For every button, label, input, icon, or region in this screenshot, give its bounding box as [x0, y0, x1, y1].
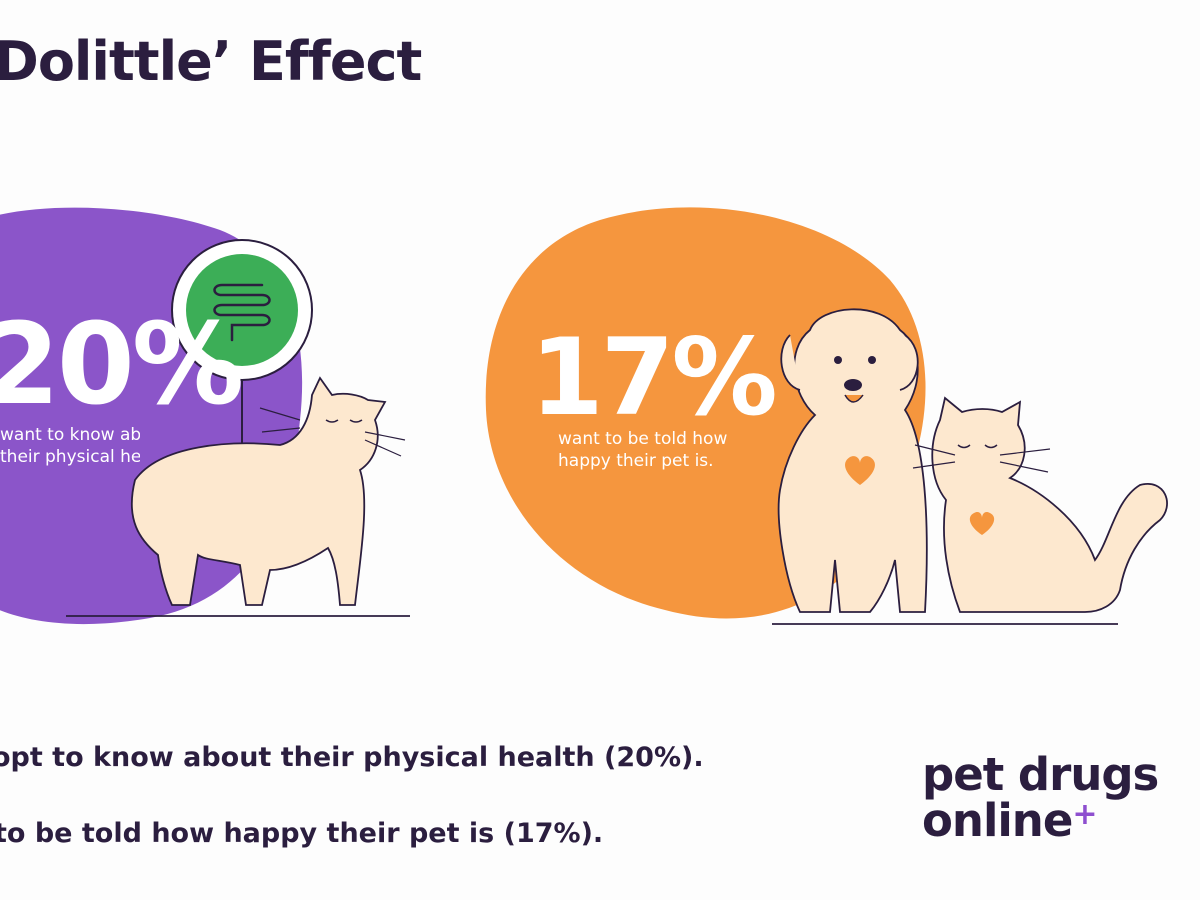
left-stat-value: 20% [0, 300, 244, 430]
dog-illustration [777, 308, 928, 613]
left-caption-line1: want to know about [0, 425, 140, 445]
intestine-icon [171, 239, 313, 520]
right-stat-value: 17% [530, 316, 778, 439]
right-stat-caption: want to be told how happy their pet is. [558, 428, 727, 472]
page-title: Dolittle’ Effect [0, 30, 422, 93]
logo-plus-icon: + [1072, 797, 1097, 832]
left-caption-line2: their physical health. [0, 447, 140, 467]
logo-word-online: online [922, 794, 1073, 847]
summary-line-2: to be told how happy their pet is (17%). [0, 818, 604, 849]
brand-logo: pet drugs online+ [922, 748, 1159, 844]
summary-line-1: opt to know about their physical health … [0, 742, 704, 773]
right-caption-line2: happy their pet is. [558, 451, 714, 471]
right-caption-line1: want to be told how [558, 429, 728, 449]
logo-line-1: pet drugs [922, 748, 1159, 801]
left-stat-caption: want to know about their physical health… [0, 424, 140, 468]
cat-illustration-right [772, 396, 1168, 625]
heart-icon [845, 456, 875, 485]
logo-line-2: online+ [922, 797, 1158, 844]
cat-illustration-left [66, 376, 410, 617]
